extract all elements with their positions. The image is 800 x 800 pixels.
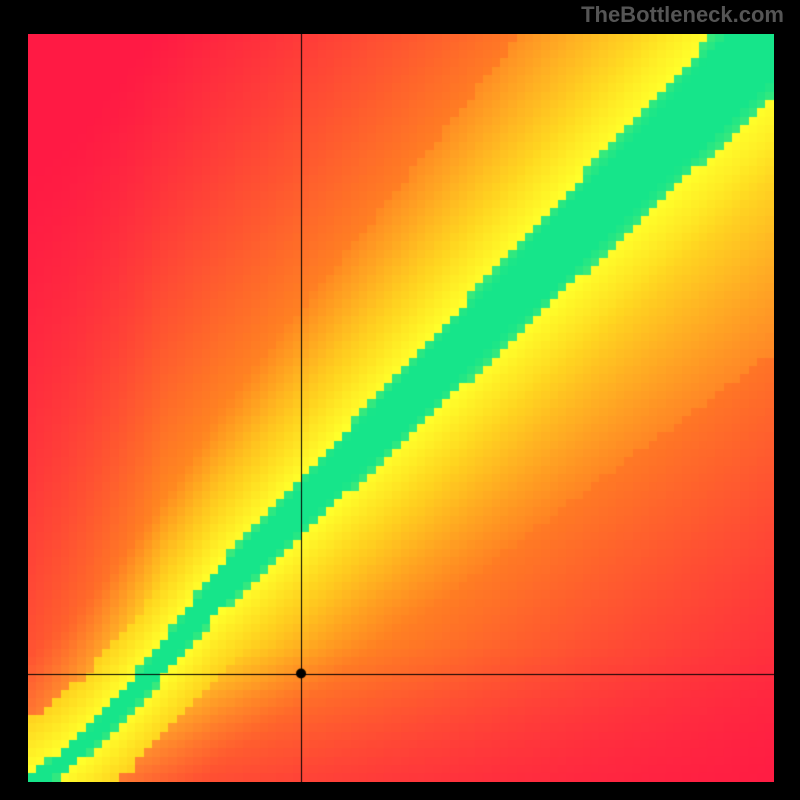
attribution-label: TheBottleneck.com [581, 2, 784, 28]
chart-container: TheBottleneck.com [0, 0, 800, 800]
bottleneck-heatmap [28, 34, 774, 782]
